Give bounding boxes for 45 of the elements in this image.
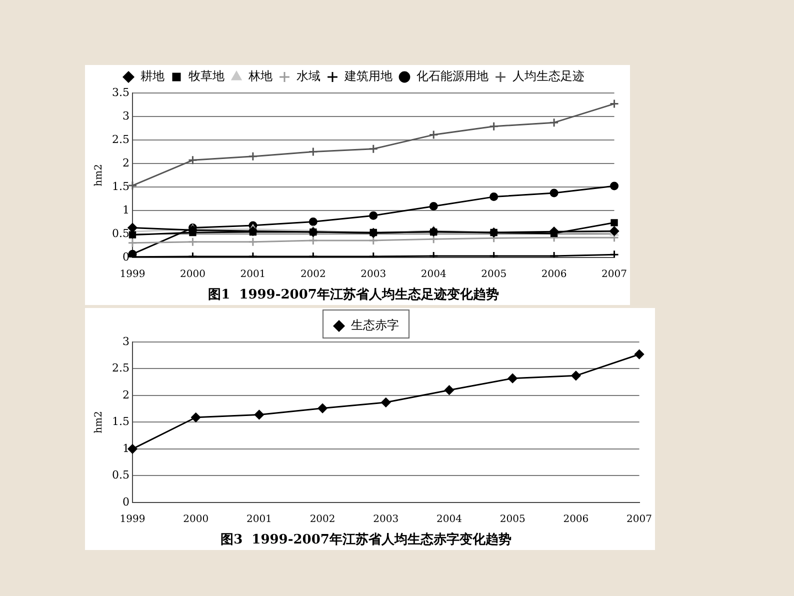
x-tick-label: 2002 [310,514,336,525]
x-tick-label: 2002 [300,268,326,280]
x-tick-label: 2004 [436,514,462,525]
x-tick-label: 2006 [541,268,567,280]
y-tick-label: 2 [122,388,130,402]
legend-label: 化石能源用地 [416,69,488,84]
legend-label: 建筑用地 [344,69,392,84]
x-tick-label: 2006 [563,514,589,525]
x-tick-label: 2007 [602,268,627,280]
x-tick-label: 1999 [120,268,146,280]
y-tick-label: 1.5 [112,180,130,193]
y-axis-title: hm2 [94,164,105,186]
x-tick-label: 2001 [240,268,266,280]
legend-label: 牧草地 [188,69,224,84]
legend-label: 林地 [248,69,272,84]
x-tick-label: 2000 [180,268,206,280]
y-tick-label: 0 [122,495,130,508]
legend-label: 耕地 [140,69,164,84]
x-tick-label: 2005 [500,514,526,525]
y-tick-label: 2.5 [112,362,130,375]
y-axis-title: hm2 [94,411,105,434]
y-tick-label: 3.5 [112,86,130,99]
y-tick-label: 1 [122,203,130,216]
legend-label: 水域 [296,69,320,84]
x-tick-label: 2003 [373,514,399,525]
text: 图3 1999-2007年江苏省人均生态赤字变化趋势 [220,532,512,548]
y-tick-label: 3 [122,109,130,122]
y-tick-label: 0.5 [112,468,130,482]
text: 图1 1999-2007年江苏省人均生态足迹变化趋势 [208,286,499,303]
x-tick-label: 1999 [120,514,146,525]
y-tick-label: 1 [122,442,130,455]
legend-label: 生态赤字 [351,318,399,332]
x-tick-label: 2000 [183,514,209,525]
x-tick-label: 2007 [626,514,652,525]
y-tick-label: 0.5 [112,226,130,240]
x-tick-label: 2001 [246,514,272,525]
x-tick-label: 2003 [360,268,386,280]
y-tick-label: 2.5 [112,132,130,146]
y-tick-label: 0 [122,250,130,264]
x-tick-label: 2005 [481,268,507,280]
y-tick-label: 1.5 [112,415,130,428]
y-tick-label: 2 [122,156,130,170]
y-tick-label: 3 [122,334,130,348]
x-tick-label: 2004 [420,268,446,280]
legend-label: 人均生态足迹 [512,69,584,84]
